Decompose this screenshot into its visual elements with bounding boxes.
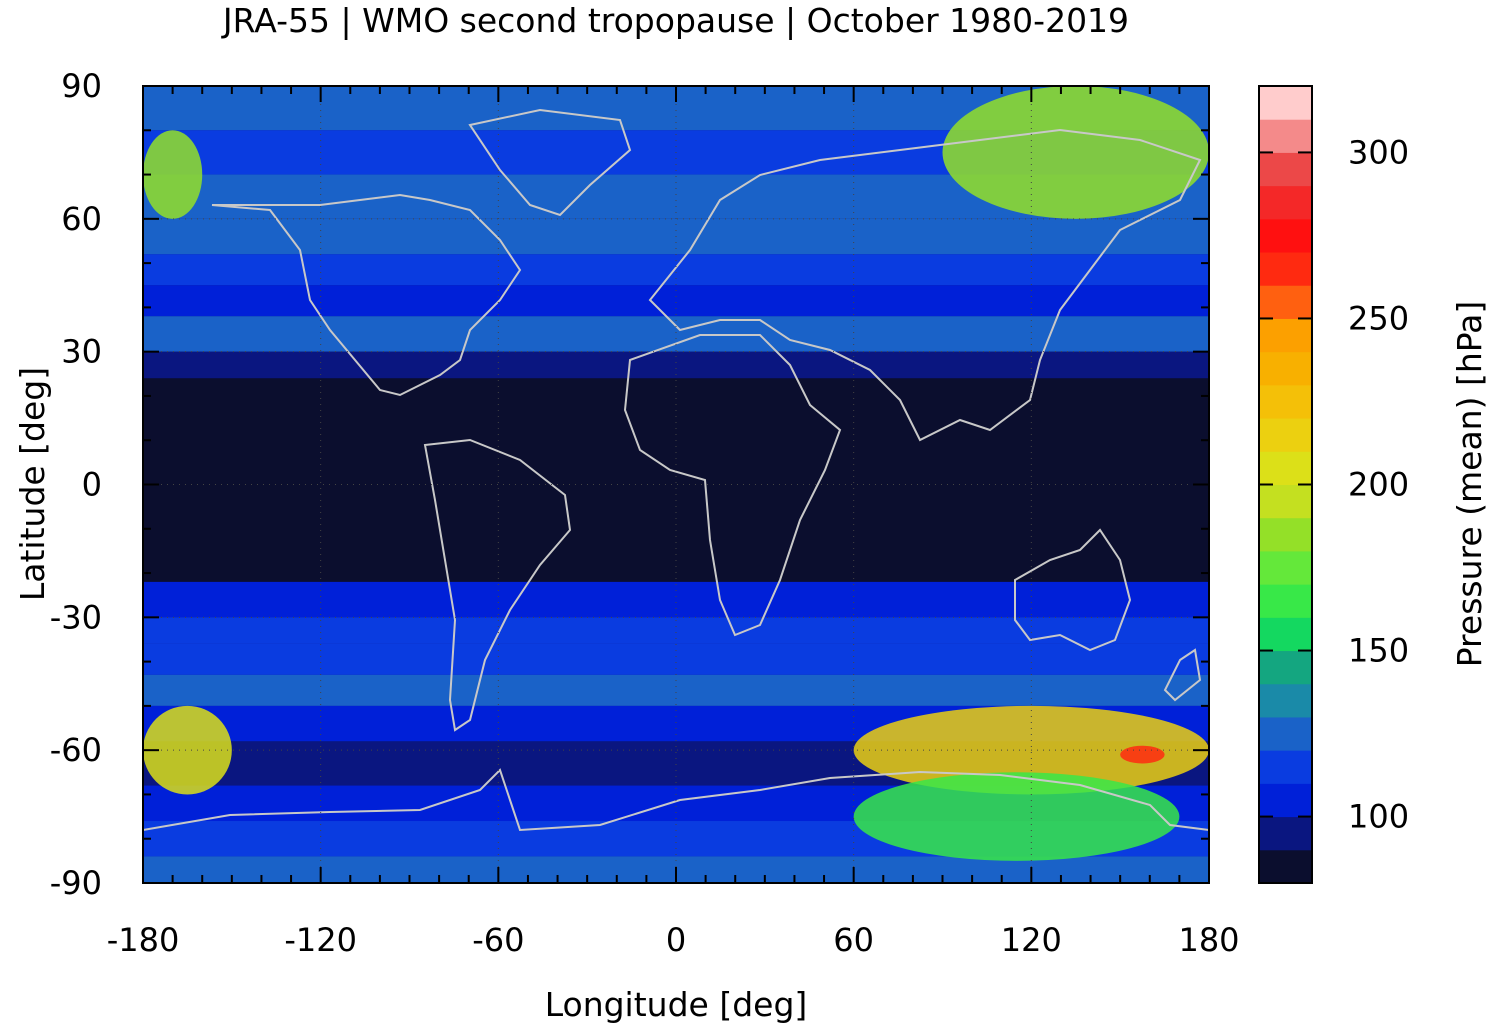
- colorbar-level-2: [1259, 783, 1312, 818]
- plot-area: [142, 85, 1210, 884]
- coastline-new-zealand: [1163, 648, 1202, 702]
- heatmap-band-4: [143, 254, 1209, 286]
- colorbar-label: Pressure (mean) [hPa]: [1450, 301, 1489, 668]
- colorbar-level-14: [1259, 384, 1312, 419]
- colorbar-level-8: [1259, 584, 1312, 618]
- y-tick-label: 90: [61, 67, 102, 105]
- colorbar-tick-label: 300: [1348, 133, 1409, 171]
- coastline-antarctica: [143, 768, 1209, 832]
- coastline-south-america: [423, 438, 572, 732]
- y-tick-label: -60: [50, 731, 102, 769]
- heatmap-band-6: [143, 316, 1209, 352]
- colorbar-level-18: [1259, 252, 1312, 286]
- heatmap-region-5: [143, 130, 203, 219]
- colorbar-level-17: [1259, 285, 1312, 319]
- colorbar-ticks: 100 150 200 250 300: [1259, 133, 1409, 836]
- colorbar-level-22: [1259, 119, 1312, 153]
- chart-title: JRA-55 | WMO second tropopause | October…: [221, 1, 1129, 40]
- heatmap-region-2: [853, 772, 1180, 861]
- heatmap-band-5: [143, 285, 1209, 317]
- heatmap-band-10: [143, 617, 1209, 644]
- heatmap-region-4: [942, 86, 1209, 219]
- y-tick-labels: 90 60 30 0 -30 -60 -90: [50, 67, 102, 902]
- colorbar-level-11: [1259, 484, 1312, 519]
- colorbar-tick-label: 150: [1348, 632, 1409, 670]
- x-tick-labels: -180 -120 -60 0 60 120 180: [107, 921, 1240, 959]
- coastlines: [143, 108, 1209, 832]
- x-tick-label: 120: [1001, 921, 1062, 959]
- colorbar-level-4: [1259, 716, 1312, 751]
- x-axis-label: Longitude [deg]: [545, 985, 808, 1024]
- heatmap-region-1: [1120, 745, 1165, 764]
- coastline-eurasia: [648, 128, 1202, 442]
- heatmap-band-12: [143, 674, 1209, 706]
- y-tick-label: 60: [61, 200, 102, 238]
- y-axis-label: Latitude [deg]: [13, 367, 52, 601]
- coastline-australia: [1014, 528, 1132, 652]
- x-tick-label: -60: [472, 921, 524, 959]
- colorbar-level-6: [1259, 650, 1312, 685]
- colorbar-level-19: [1259, 218, 1312, 253]
- colorbar-level-1: [1259, 816, 1312, 851]
- colorbar-level-5: [1259, 683, 1312, 718]
- heatmap-band-8: [143, 378, 1209, 582]
- y-tick-label: -90: [50, 864, 102, 902]
- x-tick-label: -120: [284, 921, 357, 959]
- heatmap-band-11: [143, 643, 1209, 675]
- gridlines: [143, 86, 1209, 883]
- colorbar-tick-label: 100: [1348, 798, 1409, 836]
- y-tick-label: -30: [50, 598, 102, 636]
- colorbar-level-16: [1259, 318, 1312, 353]
- heatmap-band-9: [143, 581, 1209, 618]
- colorbar-level-13: [1259, 418, 1312, 452]
- colorbar-level-3: [1259, 750, 1312, 784]
- colorbar-level-21: [1259, 152, 1312, 187]
- colorbar-level-12: [1259, 451, 1312, 485]
- colorbar-level-23: [1259, 86, 1312, 120]
- colorbar-level-7: [1259, 617, 1312, 652]
- colorbar-tick-label: 250: [1348, 299, 1409, 337]
- colorbar-level-10: [1259, 517, 1312, 552]
- heatmap-region-3: [143, 705, 232, 795]
- y-tick-label: 0: [82, 466, 102, 504]
- coastline-greenland: [468, 108, 632, 217]
- x-tick-label: 60: [833, 921, 874, 959]
- colorbar-level-9: [1259, 550, 1312, 585]
- y-tick-label: 30: [61, 333, 102, 371]
- colorbar-level-0: [1259, 849, 1312, 884]
- x-tick-label: -180: [107, 921, 180, 959]
- colorbar-level-15: [1259, 351, 1312, 386]
- colorbar-tick-label: 200: [1348, 466, 1409, 504]
- colorbar-level-20: [1259, 185, 1312, 220]
- colorbar: 100 150 200 250 300: [1258, 85, 1409, 884]
- axis-ticks: [142, 85, 1210, 884]
- x-tick-label: 0: [666, 921, 686, 959]
- coastline-north-america: [211, 193, 522, 397]
- x-tick-label: 180: [1178, 921, 1239, 959]
- coastline-africa: [623, 334, 842, 637]
- colorbar-levels: [1259, 86, 1312, 884]
